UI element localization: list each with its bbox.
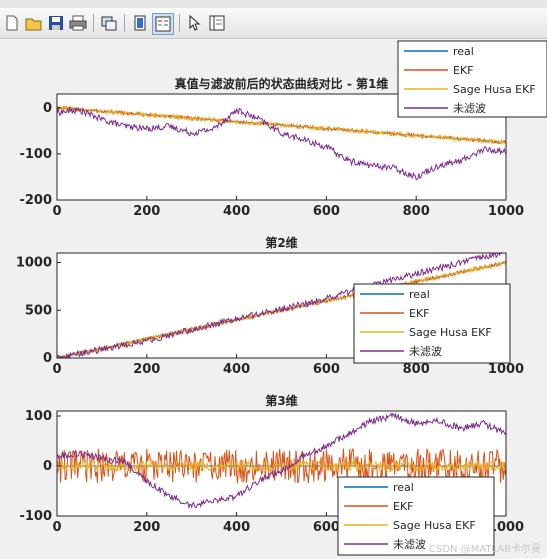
series-line-2: [57, 448, 506, 484]
legend-box: [337, 476, 495, 556]
x-tick-label: 1000: [488, 204, 524, 219]
x-tick-label: 800: [403, 204, 430, 219]
y-tick-label: -100: [19, 509, 52, 524]
y-tick-label: 0: [43, 459, 52, 474]
toolbar-separator: [124, 14, 125, 32]
x-tick-label: 600: [313, 520, 340, 535]
legend-label: EKF: [409, 307, 430, 320]
legend-label: Sage Husa EKF: [393, 519, 476, 532]
series-line-4: [57, 412, 506, 510]
x-tick-label: 0: [52, 362, 61, 377]
open-icon[interactable]: [24, 13, 44, 33]
x-tick-label: 200: [133, 362, 160, 377]
axes-frame: [56, 410, 507, 517]
figure-toolbar: [0, 8, 547, 39]
y-tick-label: -200: [19, 193, 52, 208]
legend-label: EKF: [393, 500, 414, 513]
link-icon[interactable]: [99, 13, 119, 33]
y-tick-label: 1000: [16, 256, 52, 271]
legend-box: [353, 283, 511, 364]
legend[interactable]: real EKF Sage Husa EKF 未滤波: [397, 40, 547, 118]
x-tick-label: 200: [133, 520, 160, 535]
x-tick-label: 0: [52, 204, 61, 219]
legend-label: EKF: [453, 64, 474, 77]
y-tick-label: 0: [43, 351, 52, 366]
series-group: [57, 412, 506, 510]
y-tick-label: 0: [43, 101, 52, 116]
legend-label: real: [409, 288, 430, 301]
series-line-4: [57, 106, 506, 181]
legend-label: real: [453, 45, 474, 58]
series-line-4: [57, 253, 503, 358]
property-editor-icon[interactable]: [207, 13, 227, 33]
series-line-3: [57, 105, 506, 145]
series-group: [57, 253, 506, 358]
x-tick-label: 600: [313, 362, 340, 377]
x-tick-label: 400: [223, 204, 250, 219]
select-arrow-icon[interactable]: [185, 13, 205, 33]
watermark: CSDN @MATLAB卡尔曼: [429, 544, 541, 555]
legend[interactable]: real EKF Sage Husa EKF 未滤波: [353, 283, 511, 364]
new-figure-icon[interactable]: [2, 13, 22, 33]
y-tick-label: -100: [19, 147, 52, 162]
y-tick-label: 500: [25, 303, 52, 318]
subplot-title: 第3维: [265, 393, 297, 408]
legend-label: 未滤波: [409, 345, 442, 358]
x-tick-label: 200: [133, 204, 160, 219]
print-icon[interactable]: [68, 13, 88, 33]
x-tick-label: 400: [223, 520, 250, 535]
legend-label: Sage Husa EKF: [409, 326, 492, 339]
legend-label: real: [393, 481, 414, 494]
legend-label: 未滤波: [393, 538, 426, 551]
legend-box: [397, 40, 547, 118]
toolbar-separator: [179, 14, 180, 32]
toolbar-separator: [93, 14, 94, 32]
x-tick-label: 400: [223, 362, 250, 377]
x-tick-label: 800: [403, 362, 430, 377]
save-icon[interactable]: [46, 13, 66, 33]
series-line-3: [58, 260, 506, 358]
x-tick-label: 1000: [488, 362, 524, 377]
axes-frame: [56, 93, 507, 201]
plots-svg: 0 200 400 600 800 10000-100-200真值与滤波前后的状态曲线对比…: [16, 40, 547, 556]
legend-icon[interactable]: [152, 13, 174, 35]
x-tick-label: 1000: [488, 520, 524, 535]
x-tick-label: 600: [313, 204, 340, 219]
subplot-title: 第2维: [265, 235, 297, 250]
window-top-strip: [0, 0, 547, 8]
legend[interactable]: real EKF Sage Husa EKF 未滤波: [337, 476, 495, 556]
series-group: [57, 105, 506, 181]
y-tick-label: 100: [25, 409, 52, 424]
figure-canvas: 0 200 400 600 800 1000 0 -100 -200 真值与滤波前后的状态曲线对比…: [0, 39, 547, 559]
x-tick-label: 0: [52, 520, 61, 535]
colorbar-icon[interactable]: [130, 13, 150, 33]
legend-label: 未滤波: [453, 102, 486, 115]
subplot-title: 真值与滤波前后的状态曲线对比 - 第1维: [175, 76, 389, 91]
legend-label: Sage Husa EKF: [453, 83, 536, 96]
